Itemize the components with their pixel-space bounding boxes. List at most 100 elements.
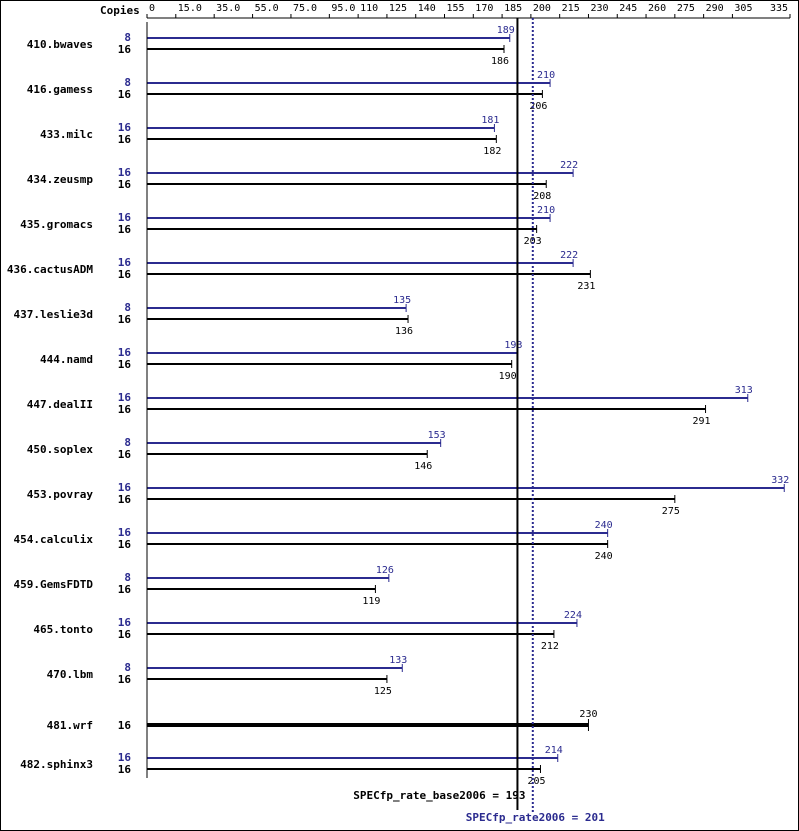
benchmark-name: 434.zeusmp <box>27 173 94 186</box>
benchmark-row: 410.bwaves 8 189 16 186 <box>27 25 515 67</box>
peak-value-label: 135 <box>393 295 411 306</box>
base-copies-label: 16 <box>118 43 132 56</box>
base-value-label: 231 <box>577 281 595 292</box>
base-copies-label: 16 <box>118 133 132 146</box>
x-axis: 0 15.0 35.0 55.0 75.0 95.0 110 125 140 155 170 185 2… <box>146 3 791 19</box>
x-tick-label: 15.0 <box>178 3 202 14</box>
base-copies-label: 16 <box>118 313 132 326</box>
base-copies-label: 16 <box>118 763 132 776</box>
x-tick-label: 95.0 <box>331 3 355 14</box>
base-value-label: 136 <box>395 326 413 337</box>
peak-value-label: 222 <box>560 160 578 171</box>
base-copies-label: 16 <box>118 223 132 236</box>
benchmark-row: 444.namd 16 193 16 190 <box>40 340 522 382</box>
benchmark-name: 450.soplex <box>27 443 94 456</box>
peak-copies-label: 16 <box>118 211 132 224</box>
peak-copies-label: 8 <box>124 76 131 89</box>
peak-copies-label: 16 <box>118 751 132 764</box>
base-copies-label: 16 <box>118 448 132 461</box>
base-value-label: 186 <box>491 56 509 67</box>
peak-value-label: 313 <box>735 385 753 396</box>
base-copies-label: 16 <box>118 538 132 551</box>
benchmark-name: 444.namd <box>40 353 93 366</box>
benchmark-row: 450.soplex 8 153 16 146 <box>27 430 446 472</box>
peak-copies-label: 16 <box>118 481 132 494</box>
base-value-label: 291 <box>693 416 711 427</box>
x-tick-label: 55.0 <box>255 3 279 14</box>
peak-copies-label: 8 <box>124 31 131 44</box>
base-copies-label: 16 <box>118 358 132 371</box>
base-value-label: 146 <box>414 461 432 472</box>
x-tick-label: 290 <box>706 3 724 14</box>
benchmark-row: 465.tonto 16 224 16 212 <box>33 610 582 652</box>
peak-copies-label: 16 <box>118 391 132 404</box>
peak-copies-label: 8 <box>124 571 131 584</box>
base-value-label: 190 <box>499 371 517 382</box>
base-value-label: 212 <box>541 641 559 652</box>
base-copies-label: 16 <box>118 583 132 596</box>
x-tick-label: 200 <box>533 3 551 14</box>
x-tick-label: 125 <box>389 3 407 14</box>
base-summary-label: SPECfp_rate_base2006 = 193 <box>353 789 525 802</box>
peak-value-label: 210 <box>537 70 555 81</box>
peak-copies-label: 16 <box>118 121 132 134</box>
peak-value-label: 214 <box>545 745 563 756</box>
benchmark-name: 433.milc <box>40 128 93 141</box>
benchmark-name: 416.gamess <box>27 83 93 96</box>
benchmark-name: 465.tonto <box>33 623 93 636</box>
base-value-label: 240 <box>595 551 613 562</box>
peak-value-label: 210 <box>537 205 555 216</box>
base-copies-label: 16 <box>118 493 132 506</box>
x-tick-label: 0 <box>149 3 155 14</box>
base-value-label: 125 <box>374 686 392 697</box>
peak-value-label: 126 <box>376 565 394 576</box>
peak-summary-label: SPECfp_rate2006 = 201 <box>466 811 605 824</box>
x-tick-label: 35.0 <box>216 3 240 14</box>
base-copies-label: 16 <box>118 628 132 641</box>
peak-copies-label: 8 <box>124 661 131 674</box>
benchmark-rows: 410.bwaves 8 189 16 186 416.gamess 8 210 16 206 43… <box>7 22 789 787</box>
x-tick-label: 335 <box>770 3 788 14</box>
base-copies-label: 16 <box>118 268 132 281</box>
base-value-label: 203 <box>524 236 542 247</box>
benchmark-name: 482.sphinx3 <box>20 758 93 771</box>
base-value-label: 208 <box>533 191 551 202</box>
peak-value-label: 224 <box>564 610 582 621</box>
x-tick-label: 245 <box>619 3 637 14</box>
peak-copies-label: 16 <box>118 346 132 359</box>
benchmark-row: 470.lbm 8 133 16 125 <box>47 655 408 697</box>
base-value-label: 119 <box>362 596 380 607</box>
peak-value-label: 133 <box>389 655 407 666</box>
benchmark-row: 482.sphinx3 16 214 16 205 <box>20 745 563 787</box>
peak-copies-label: 16 <box>118 256 132 269</box>
peak-value-label: 193 <box>504 340 522 351</box>
base-value-label: 206 <box>529 101 547 112</box>
benchmark-name: 481.wrf <box>47 719 93 732</box>
benchmark-row: 453.povray 16 332 16 275 <box>27 475 790 517</box>
benchmark-name: 459.GemsFDTD <box>14 578 94 591</box>
base-value-label: 275 <box>662 506 680 517</box>
benchmark-row: 433.milc 16 181 16 182 <box>40 115 501 157</box>
x-tick-label: 170 <box>475 3 493 14</box>
benchmark-row: 416.gamess 8 210 16 206 <box>27 70 555 112</box>
base-value-label: 230 <box>579 709 597 720</box>
peak-copies-label: 8 <box>124 301 131 314</box>
benchmark-row: 459.GemsFDTD 8 126 16 119 <box>14 565 394 607</box>
benchmark-name: 410.bwaves <box>27 38 93 51</box>
peak-copies-label: 8 <box>124 436 131 449</box>
x-tick-label: 155 <box>447 3 465 14</box>
benchmark-name: 454.calculix <box>14 533 94 546</box>
x-tick-label: 260 <box>648 3 666 14</box>
benchmark-row: 435.gromacs 16 210 16 203 <box>20 205 555 247</box>
benchmark-row: 481.wrf 16 230 <box>47 709 597 732</box>
copies-header: Copies <box>100 4 140 17</box>
peak-copies-label: 16 <box>118 166 132 179</box>
peak-value-label: 240 <box>595 520 613 531</box>
benchmark-row: 447.dealII 16 313 16 291 <box>27 385 753 427</box>
x-tick-label: 230 <box>590 3 608 14</box>
reference-lines: SPECfp_rate_base2006 = 193 SPECfp_rate200… <box>353 18 605 824</box>
base-value-label: 205 <box>527 776 545 787</box>
benchmark-name: 470.lbm <box>47 668 94 681</box>
peak-value-label: 153 <box>428 430 446 441</box>
peak-value-label: 332 <box>771 475 789 486</box>
